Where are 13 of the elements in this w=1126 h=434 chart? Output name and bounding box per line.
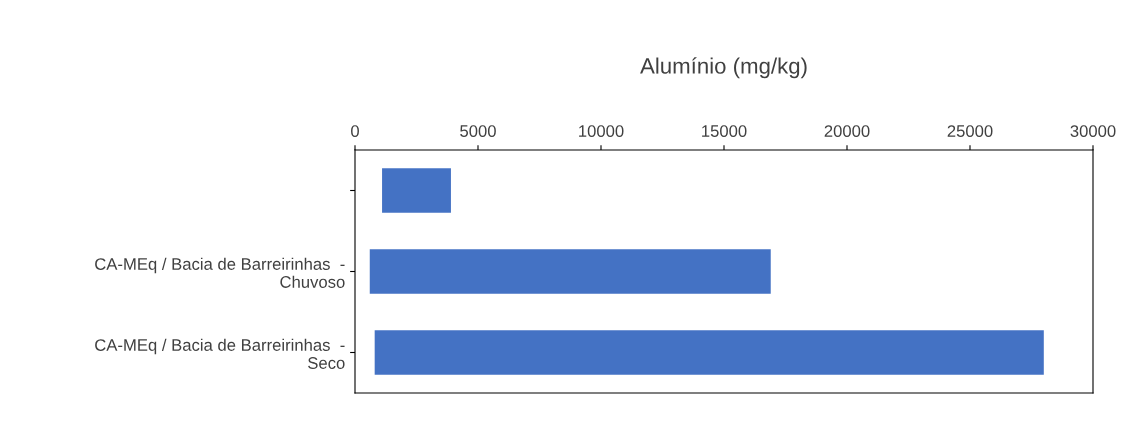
y-tick-label: CA-MEq / Bacia de Barreirinhas - Seco	[95, 338, 345, 369]
x-tick-label: 0	[351, 125, 359, 137]
x-tick-label: 25000	[947, 125, 993, 137]
bar	[382, 168, 451, 213]
y-tick-label: CA-MEq / Bacia de Barreirinhas - Chuvoso	[95, 257, 345, 288]
x-tick-label: 5000	[460, 125, 496, 137]
x-tick-label: 10000	[579, 125, 624, 137]
bar	[374, 330, 1044, 375]
chart-title: Alumínio (mg/kg)	[640, 57, 807, 79]
x-tick-label: 20000	[824, 125, 870, 137]
bar	[369, 249, 771, 294]
x-tick-label: 30000	[1070, 125, 1116, 137]
x-tick-label: 15000	[702, 125, 747, 137]
